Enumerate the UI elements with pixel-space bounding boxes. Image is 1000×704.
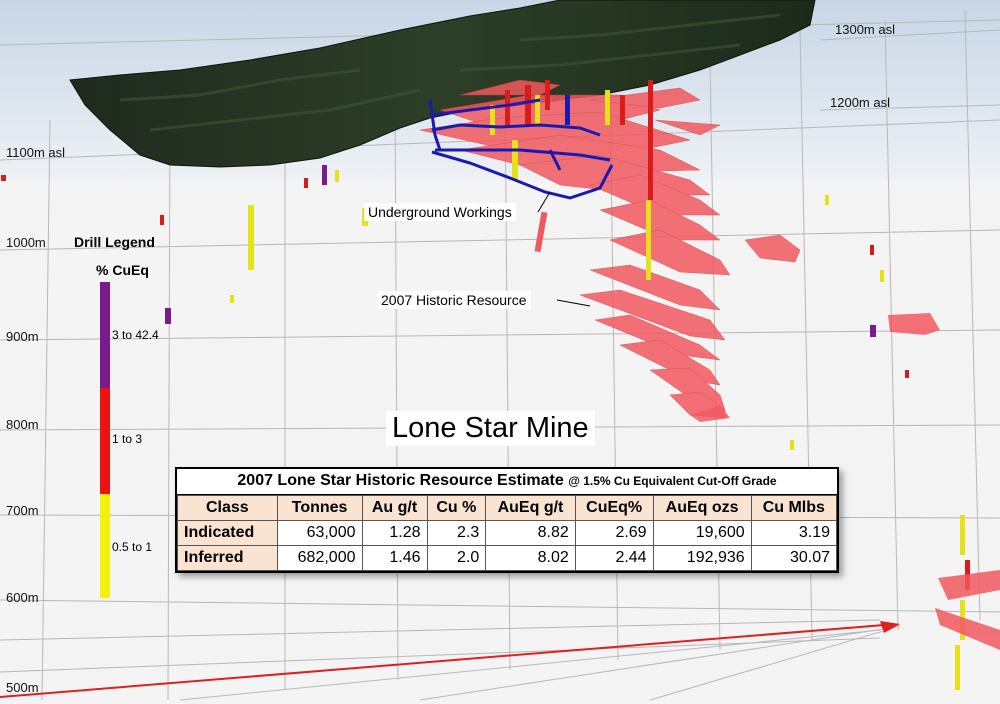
outlying-resource-blocks (690, 313, 1000, 650)
cell-au: 1.28 (361, 520, 428, 546)
elevation-600-label: 600m (6, 590, 39, 605)
cell-au: 1.46 (361, 545, 428, 571)
legend-swatch-low (100, 494, 110, 598)
elevation-1300-label: 1300m asl (835, 22, 895, 37)
historic-resource-blocks (419, 79, 801, 419)
cell-tonnes: 682,000 (276, 545, 363, 571)
cell-cu: 2.0 (426, 545, 487, 571)
grid-lines (0, 9, 1000, 701)
elevation-1000-label: 1000m (6, 235, 46, 250)
cell-aueq: 8.82 (485, 520, 576, 546)
cell-aueq-ozs: 19,600 (652, 520, 752, 546)
elevation-500-label: 500m (6, 680, 39, 695)
table-header-row: Class Tonnes Au g/t Cu % AuEq g/t CuEq% … (177, 495, 838, 521)
col-header-aueq-ozs: AuEq ozs (652, 495, 752, 521)
underground-workings (428, 98, 614, 200)
elevation-1200-label: 1200m asl (830, 95, 890, 110)
cell-cueq: 2.69 (574, 520, 654, 546)
section-axis (0, 621, 900, 698)
cell-class: Inferred (177, 545, 278, 571)
elevation-900-label: 900m (6, 329, 39, 344)
legend-label-mid: 1 to 3 (112, 432, 143, 446)
cell-tonnes: 63,000 (276, 520, 363, 546)
cell-cu-mlbs: 30.07 (750, 545, 838, 571)
elevation-1100-label: 1100m asl (6, 145, 66, 160)
historic-resource-callout: 2007 Historic Resource (377, 291, 531, 309)
legend-label-high: 3 to 42.4 (112, 328, 159, 342)
legend-unit: % CuEq (96, 262, 149, 278)
col-header-aueq: AuEq g/t (485, 495, 576, 521)
legend-swatch-high (100, 282, 110, 388)
callout-leaders (537, 191, 591, 307)
legend-label-low: 0.5 to 1 (112, 540, 153, 554)
cell-cu: 2.3 (426, 520, 487, 546)
table-caption-main: 2007 Lone Star Historic Resource Estimat… (237, 472, 564, 489)
col-header-class: Class (177, 495, 278, 521)
col-header-cu: Cu % (426, 495, 487, 521)
drill-holes (1, 80, 970, 690)
elevation-800-label: 800m (6, 417, 39, 432)
resource-table-grid: Class Tonnes Au g/t Cu % AuEq g/t CuEq% … (177, 495, 838, 571)
cell-cu-mlbs: 3.19 (750, 520, 838, 546)
col-header-au: Au g/t (361, 495, 428, 521)
table-row: Indicated 63,000 1.28 2.3 8.82 2.69 19,6… (177, 520, 838, 546)
cell-aueq: 8.02 (485, 545, 576, 571)
table-caption: 2007 Lone Star Historic Resource Estimat… (177, 469, 837, 495)
cell-cueq: 2.44 (574, 545, 654, 571)
cell-aueq-ozs: 192,936 (652, 545, 752, 571)
legend-title: Drill Legend (74, 234, 155, 250)
mine-title: Lone Star Mine (386, 411, 595, 446)
elevation-700-label: 700m (6, 503, 39, 518)
col-header-cu-mlbs: Cu Mlbs (750, 495, 838, 521)
col-header-cueq: CuEq% (574, 495, 654, 521)
table-row: Inferred 682,000 1.46 2.0 8.02 2.44 192,… (177, 545, 838, 571)
col-header-tonnes: Tonnes (276, 495, 363, 521)
resource-estimate-table: 2007 Lone Star Historic Resource Estimat… (175, 467, 839, 573)
cell-class: Indicated (177, 520, 278, 546)
underground-workings-callout: Underground Workings (364, 203, 516, 221)
table-caption-sub: @ 1.5% Cu Equivalent Cut-Off Grade (568, 474, 777, 488)
legend-swatch-mid (100, 388, 110, 494)
terrain-texture (119, 13, 781, 132)
terrain-surface (69, 0, 816, 168)
